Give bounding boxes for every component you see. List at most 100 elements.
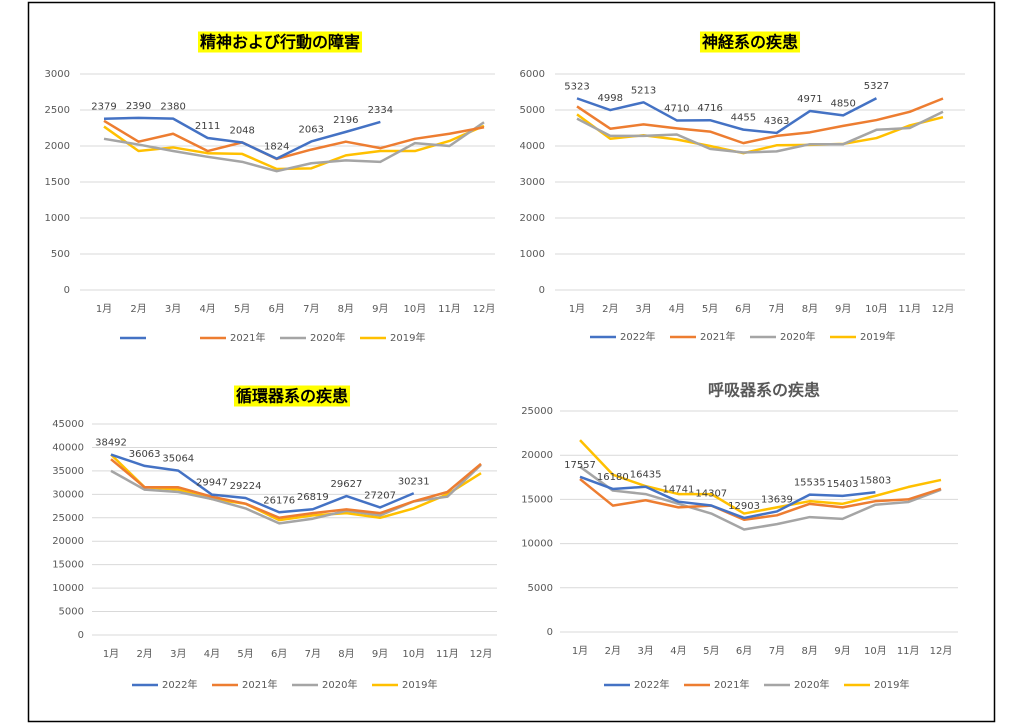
- x-tick-label: 3月: [165, 303, 181, 315]
- series-line: [110, 458, 482, 520]
- x-tick-label: 10月: [404, 303, 427, 315]
- data-label: 5213: [631, 85, 656, 96]
- data-label: 15403: [827, 479, 859, 490]
- x-tick-label: 4月: [204, 648, 220, 660]
- y-tick-label: 15000: [521, 494, 553, 505]
- legend-label: 2020年: [310, 331, 345, 344]
- data-label: 5327: [864, 81, 889, 92]
- x-tick-label: 12月: [470, 648, 493, 660]
- x-tick-label: 10月: [402, 648, 425, 660]
- data-label: 4998: [598, 93, 623, 104]
- x-tick-label: 1月: [96, 303, 112, 315]
- data-label: 36063: [129, 449, 161, 460]
- title-highlight: [233, 385, 351, 407]
- data-label: 15803: [859, 475, 891, 486]
- series-line: [110, 453, 415, 514]
- legend-label: 2021年: [230, 331, 265, 344]
- y-tick-label: 0: [64, 285, 70, 296]
- x-tick-label: 5月: [702, 303, 718, 315]
- data-label: 4850: [830, 98, 855, 109]
- series-line: [579, 465, 942, 531]
- x-tick-label: 3月: [635, 303, 651, 315]
- x-tick-label: 8月: [338, 648, 354, 660]
- x-tick-label: 5月: [237, 648, 253, 660]
- y-tick-label: 10000: [521, 539, 553, 550]
- x-tick-label: 9月: [834, 645, 850, 657]
- series-line: [576, 97, 878, 135]
- x-tick-label: 3月: [637, 645, 653, 657]
- x-tick-label: 7月: [303, 303, 319, 315]
- x-tick-label: 2月: [605, 645, 621, 657]
- x-tick-label: 11月: [897, 645, 920, 657]
- legend-label: 2022年: [620, 330, 655, 343]
- x-tick-label: 5月: [703, 645, 719, 657]
- y-tick-label: 10000: [52, 583, 84, 594]
- x-tick-label: 1月: [569, 303, 585, 315]
- x-tick-label: 8月: [802, 303, 818, 315]
- legend-label: 2021年: [700, 330, 735, 343]
- y-tick-label: 30000: [52, 489, 84, 500]
- y-tick-label: 0: [547, 627, 553, 638]
- data-label: 2334: [368, 105, 393, 116]
- data-label: 2048: [229, 126, 254, 137]
- series-line: [103, 121, 485, 173]
- data-label: 2111: [195, 121, 220, 132]
- series-line: [579, 439, 942, 515]
- x-tick-label: 4月: [669, 303, 685, 315]
- y-tick-label: 15000: [52, 560, 84, 571]
- x-tick-label: 8月: [802, 645, 818, 657]
- x-tick-label: 11月: [436, 648, 459, 660]
- data-label: 12903: [728, 501, 760, 512]
- legend-label: 2019年: [860, 330, 895, 343]
- y-tick-label: 0: [78, 630, 84, 641]
- x-tick-label: 7月: [769, 645, 785, 657]
- y-tick-label: 3000: [520, 177, 545, 188]
- x-tick-label: 11月: [898, 303, 921, 315]
- x-tick-label: 4月: [199, 303, 215, 315]
- y-tick-label: 0: [539, 285, 545, 296]
- chart-title: 呼吸器系の疾患: [708, 381, 820, 400]
- y-tick-label: 2500: [45, 105, 70, 116]
- x-tick-label: 6月: [735, 303, 751, 315]
- series-line: [110, 453, 482, 522]
- legend-label: 2020年: [322, 678, 357, 691]
- y-tick-label: 5000: [59, 607, 84, 618]
- x-tick-label: 6月: [736, 645, 752, 657]
- series-line: [103, 124, 485, 171]
- data-label: 17557: [564, 460, 596, 471]
- y-tick-label: 25000: [52, 513, 84, 524]
- y-tick-label: 3000: [45, 69, 70, 80]
- legend-label: 2020年: [780, 330, 815, 343]
- x-tick-label: 10月: [865, 303, 888, 315]
- y-tick-label: 5000: [528, 583, 553, 594]
- series-line: [579, 478, 942, 521]
- legend-label: 2019年: [390, 331, 425, 344]
- y-tick-label: 6000: [520, 69, 545, 80]
- y-tick-label: 4000: [520, 141, 545, 152]
- data-label: 4716: [697, 103, 722, 114]
- x-tick-label: 7月: [305, 648, 321, 660]
- x-tick-label: 4月: [670, 645, 686, 657]
- x-tick-label: 9月: [372, 303, 388, 315]
- data-label: 4455: [731, 113, 756, 124]
- legend-label: 2021年: [714, 678, 749, 691]
- data-label: 4971: [797, 94, 822, 105]
- y-tick-label: 20000: [52, 536, 84, 547]
- legend-label: 2021年: [242, 678, 277, 691]
- data-label: 2380: [160, 102, 185, 113]
- y-tick-label: 25000: [521, 406, 553, 417]
- x-tick-label: 6月: [271, 648, 287, 660]
- x-tick-label: 9月: [835, 303, 851, 315]
- title-highlight: [699, 31, 801, 53]
- data-label: 2196: [333, 115, 358, 126]
- series-line: [579, 475, 876, 520]
- y-tick-label: 35000: [52, 466, 84, 477]
- y-tick-label: 500: [51, 249, 70, 260]
- series-line: [576, 110, 944, 154]
- x-tick-label: 11月: [438, 303, 461, 315]
- data-label: 30231: [398, 476, 430, 487]
- y-tick-label: 5000: [520, 105, 545, 116]
- x-tick-label: 9月: [372, 648, 388, 660]
- y-tick-label: 20000: [521, 450, 553, 461]
